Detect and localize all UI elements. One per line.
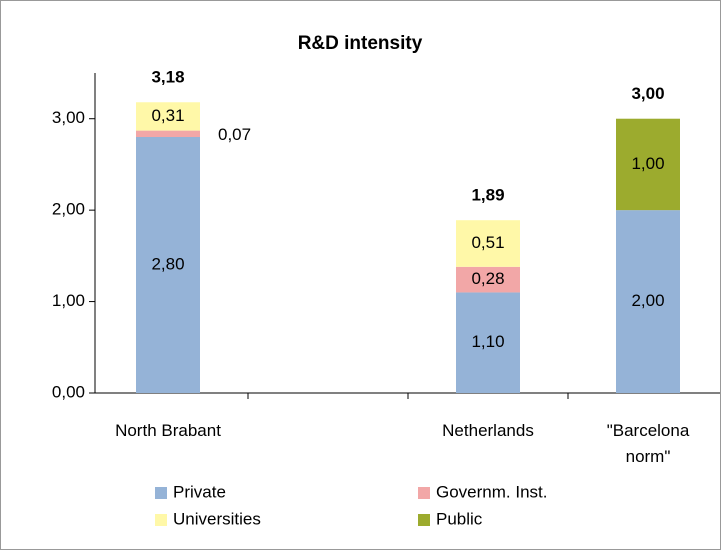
total-label: 1,89 — [471, 186, 504, 205]
y-tick-label: 3,00 — [52, 108, 85, 127]
bar-segment — [136, 130, 200, 137]
data-label: 0,51 — [471, 233, 504, 252]
total-label: 3,00 — [631, 84, 664, 103]
legend-swatch — [418, 487, 430, 499]
bar-segment — [616, 118, 680, 211]
legend-label: Governm. Inst. — [436, 482, 547, 501]
y-tick-label: 1,00 — [52, 291, 85, 310]
chart-title: R&D intensity — [298, 33, 423, 54]
x-tick-label: Netherlands — [442, 421, 534, 440]
data-label: 2,00 — [631, 291, 664, 310]
legend-label: Private — [173, 482, 226, 501]
y-tick-label: 2,00 — [52, 200, 85, 219]
legend-swatch — [155, 514, 167, 526]
data-label: 0,31 — [151, 106, 184, 125]
legend-swatch — [155, 487, 167, 499]
bar-segment — [456, 266, 520, 293]
bar-segment — [616, 210, 680, 393]
data-label: 0,07 — [218, 125, 251, 144]
bar-segment — [136, 137, 200, 393]
x-tick-label: "Barcelona norm" — [606, 421, 690, 466]
legend-label: Universities — [173, 509, 261, 528]
y-tick-label: 0,00 — [52, 382, 85, 401]
data-label: 2,80 — [151, 254, 184, 273]
data-label: 1,10 — [471, 332, 504, 351]
data-label: 0,28 — [471, 269, 504, 288]
legend-label: Public — [436, 509, 483, 528]
legend-swatch — [418, 514, 430, 526]
total-label: 3,18 — [151, 68, 184, 87]
bar-segment — [456, 220, 520, 267]
data-label: 1,00 — [631, 154, 664, 173]
bar-segment — [456, 292, 520, 393]
bar-segment — [136, 102, 200, 131]
x-tick-label: North Brabant — [115, 421, 221, 440]
